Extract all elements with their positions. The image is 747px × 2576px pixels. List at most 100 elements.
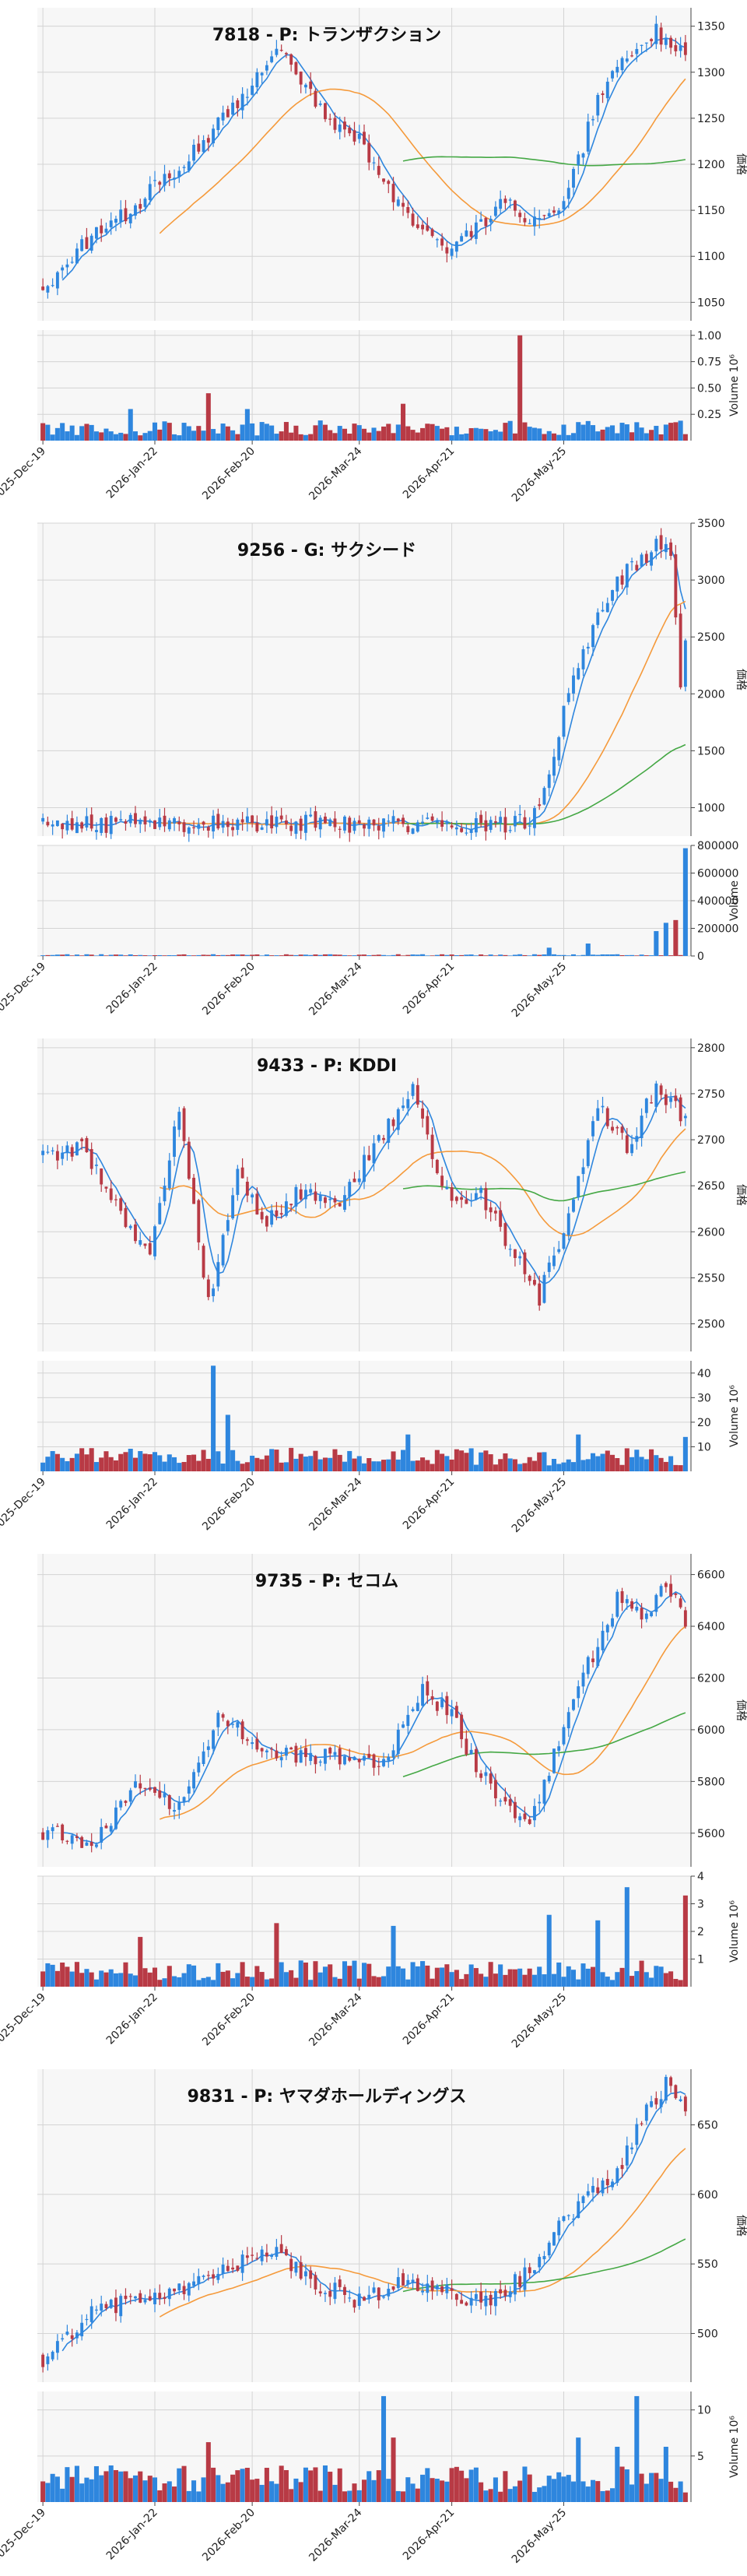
candle xyxy=(182,2280,186,2300)
candle xyxy=(265,60,268,76)
candle xyxy=(402,2268,405,2286)
chart-panel-2: 2500 2550 2600 2650 2700 2750 2800 10 20 30 40 9433… xyxy=(0,1038,747,1535)
candle xyxy=(547,770,551,796)
candle xyxy=(402,1720,405,1729)
volume-bar xyxy=(624,954,630,956)
candle xyxy=(644,550,648,567)
candle xyxy=(75,816,79,834)
candle xyxy=(324,813,327,824)
volume-bar xyxy=(440,2480,445,2502)
x-tick-label: 2026-Jan-22 xyxy=(104,961,160,1017)
candle xyxy=(391,1744,395,1765)
candle xyxy=(484,216,488,235)
volume-bar xyxy=(527,2474,532,2502)
volume-bar xyxy=(138,1451,143,1471)
candle xyxy=(192,1174,195,1204)
volume-bar xyxy=(147,431,153,441)
volume-bar xyxy=(395,424,401,441)
candle xyxy=(352,817,356,835)
volume-bar xyxy=(503,1453,508,1471)
volume-bar xyxy=(570,2481,577,2502)
volume-bar xyxy=(605,427,610,441)
volume-bar xyxy=(649,1449,654,1471)
volume-bar xyxy=(512,433,517,441)
candle xyxy=(216,808,220,831)
candle xyxy=(289,1746,293,1750)
candle xyxy=(119,2293,123,2323)
volume-bar xyxy=(65,2467,70,2502)
candle xyxy=(474,1746,478,1778)
candle xyxy=(654,1081,658,1113)
volume-bar xyxy=(216,1451,221,1471)
candle xyxy=(435,2283,439,2297)
candle xyxy=(333,811,337,832)
volume-bar xyxy=(624,1448,630,1471)
volume-bar xyxy=(610,954,615,956)
candle xyxy=(581,645,585,677)
volume-bar xyxy=(630,432,635,441)
candle xyxy=(236,2265,240,2272)
volume-bar xyxy=(576,422,581,441)
candle xyxy=(465,2301,468,2307)
volume-bar xyxy=(289,2489,294,2502)
volume-bar xyxy=(186,426,191,441)
volume-bar xyxy=(205,1458,211,1471)
candle xyxy=(158,808,162,831)
candle xyxy=(61,823,65,839)
price-tick-label: 600 xyxy=(697,2189,718,2202)
candle xyxy=(372,1753,376,1776)
volume-bar xyxy=(415,2488,420,2502)
volume-bar xyxy=(401,1450,406,1471)
candle xyxy=(221,2257,225,2279)
volume-bar xyxy=(65,1966,70,1987)
volume-bar xyxy=(630,1976,635,1987)
candle xyxy=(109,1823,113,1834)
volume-bar xyxy=(386,1459,391,1471)
volume-bar xyxy=(644,433,649,441)
volume-bar xyxy=(167,423,172,441)
volume-tick-label: 600000 xyxy=(697,868,738,880)
candle xyxy=(65,258,69,276)
volume-bar xyxy=(464,2478,469,2502)
volume-bar xyxy=(522,954,528,956)
volume-bar xyxy=(93,1979,99,1987)
volume-bar xyxy=(167,1454,172,1471)
volume-bar xyxy=(479,428,484,441)
volume-bar xyxy=(152,1452,158,1471)
candle xyxy=(95,2305,98,2315)
candle xyxy=(644,1610,648,1623)
volume-bar xyxy=(356,1978,362,1987)
price-plot-area xyxy=(37,1554,691,1867)
candle xyxy=(173,816,176,831)
volume-bar xyxy=(576,1979,581,1987)
candle xyxy=(279,2235,283,2254)
candle xyxy=(581,1664,585,1694)
candle xyxy=(654,1593,658,1617)
candle xyxy=(270,806,274,834)
candle xyxy=(153,170,156,188)
volume-bar xyxy=(430,2478,435,2502)
volume-bar xyxy=(138,954,143,956)
candle xyxy=(382,1752,385,1768)
volume-bar xyxy=(682,434,688,441)
x-tick-label: 2026-Feb-20 xyxy=(200,2507,258,2564)
volume-bar xyxy=(512,1969,517,1987)
volume-bar xyxy=(444,427,450,441)
candle xyxy=(352,121,356,146)
volume-bar xyxy=(274,955,279,956)
volume-bar xyxy=(328,954,333,956)
candle xyxy=(465,223,468,237)
volume-bar xyxy=(216,433,221,441)
candle xyxy=(80,235,84,252)
candle xyxy=(416,1077,419,1108)
volume-bar xyxy=(561,954,566,956)
candle xyxy=(124,1800,128,1807)
volume-bar xyxy=(167,954,172,956)
volume-bar xyxy=(244,1462,250,1471)
candle xyxy=(324,1748,327,1771)
candle xyxy=(318,1759,322,1766)
volume-bar xyxy=(347,1966,352,1987)
volume-bar xyxy=(366,2471,372,2502)
candle xyxy=(538,2254,542,2273)
candle xyxy=(669,538,673,561)
